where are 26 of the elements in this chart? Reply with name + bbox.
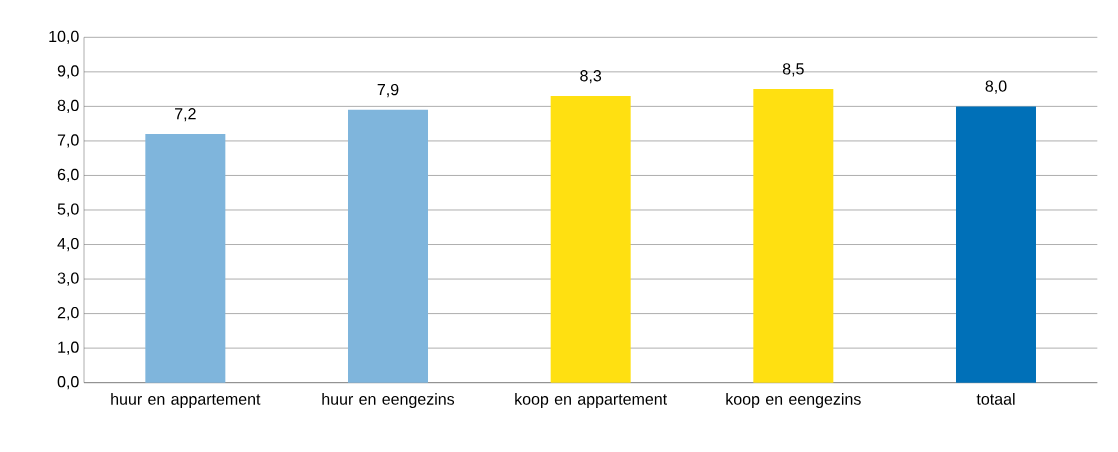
y-tick-label: 4,0 (57, 237, 79, 252)
y-tick-label: 8,0 (57, 99, 79, 113)
x-tick-label: huur en appartement (111, 393, 261, 408)
y-tick-label: 3,0 (57, 272, 79, 286)
bar (145, 134, 226, 383)
bar (753, 89, 834, 383)
y-tick-label: 9,0 (57, 65, 79, 79)
y-tick-label: 5,0 (57, 203, 79, 217)
data-label: 7,9 (377, 83, 399, 98)
y-tick-label: 2,0 (57, 306, 79, 321)
y-tick-label: 1,0 (58, 341, 79, 355)
bar (955, 106, 1036, 383)
data-label: 8,5 (782, 63, 804, 77)
x-tick-label: koop en appartement (515, 393, 668, 408)
x-tick-label: koop en eengezins (726, 393, 861, 408)
data-label: 8,0 (985, 80, 1007, 94)
x-tick-label: huur en eengezins (322, 393, 455, 408)
data-label: 7,2 (175, 108, 196, 122)
bar (550, 96, 631, 383)
x-tick-label: totaal (976, 393, 1015, 405)
y-tick-label: 10,0 (49, 30, 79, 44)
y-tick-label: 7,0 (57, 134, 79, 148)
data-label: 8,3 (580, 70, 602, 84)
y-tick-label: 6,0 (57, 168, 79, 183)
y-tick-label: 0,0 (57, 376, 79, 390)
bar (348, 109, 429, 383)
